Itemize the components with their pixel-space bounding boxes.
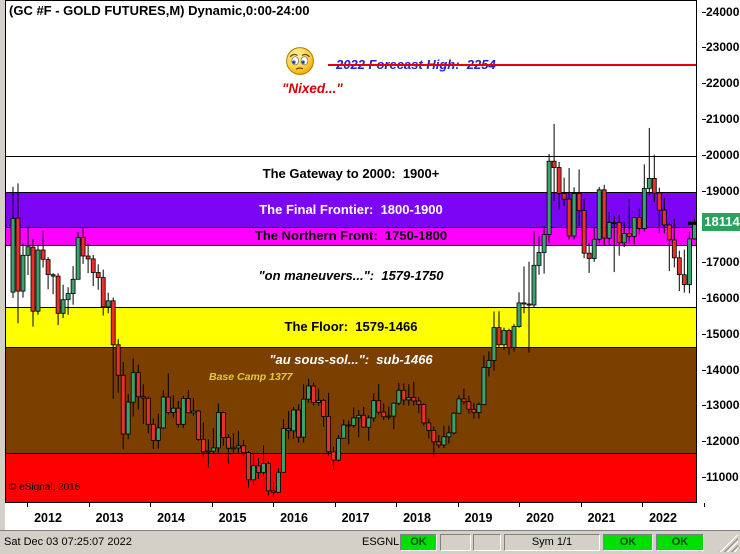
y-axis-label: 11000 bbox=[706, 470, 739, 484]
candlestick-series bbox=[10, 123, 696, 498]
zone-label-gateway: The Gateway to 2000: 1900+ bbox=[262, 165, 440, 181]
zone-label-sous-sol: "au sous-sol...": sub-1466 bbox=[269, 352, 433, 367]
feed-name-label: ESGNL: bbox=[362, 536, 403, 548]
status-panel-empty-1 bbox=[440, 534, 471, 551]
x-axis-label-2020: 2020 bbox=[526, 511, 554, 525]
y-axis-label: 23000 bbox=[706, 40, 740, 54]
x-axis-tick bbox=[396, 503, 397, 507]
status-ok-indicator-2[interactable]: OK bbox=[603, 534, 653, 551]
y-axis-label: 20000 bbox=[706, 148, 740, 162]
zone-label-floor: The Floor: 1579-1466 bbox=[284, 318, 418, 334]
y-axis-label: 17000 bbox=[706, 255, 740, 269]
x-axis-tick bbox=[457, 503, 459, 507]
y-axis-tick bbox=[702, 262, 706, 263]
zone-label-final-frontier: The Final Frontier: 1800-1900 bbox=[259, 201, 443, 217]
y-axis-tick bbox=[702, 47, 706, 48]
x-axis-label-2016: 2016 bbox=[280, 511, 308, 525]
nixed-annotation: "Nixed..." bbox=[282, 81, 343, 96]
zone-label-northern-front: The Northern Front: 1750-1800 bbox=[254, 228, 448, 244]
zone-basement bbox=[6, 452, 696, 502]
zone-floor bbox=[6, 306, 696, 347]
x-axis-tick bbox=[703, 503, 705, 507]
zone-maneuvers bbox=[6, 245, 696, 307]
y-axis-tick bbox=[702, 191, 706, 192]
chart-plot-area[interactable]: The Gateway to 2000: 1900+ The Final Fron… bbox=[5, 0, 697, 503]
y-axis-tick bbox=[702, 12, 706, 13]
x-axis-label-2022: 2022 bbox=[649, 511, 677, 525]
x-axis-label-2015: 2015 bbox=[218, 511, 247, 525]
y-axis-tick bbox=[702, 119, 706, 120]
chart-title: (GC #F - GOLD FUTURES,M) Dynamic,0:00-24… bbox=[9, 3, 310, 18]
x-axis-label-2018: 2018 bbox=[403, 511, 431, 525]
x-axis-tick bbox=[580, 503, 582, 507]
x-axis-tick bbox=[88, 503, 90, 507]
status-bar: Sat Dec 03 07:25:07 2022 ESGNL: OK Sym 1… bbox=[0, 530, 740, 554]
y-axis-tick bbox=[702, 334, 706, 335]
y-axis-label: 21000 bbox=[706, 112, 740, 126]
x-axis-label-2019: 2019 bbox=[464, 511, 493, 525]
zone-label-maneuvers: "on maneuvers...": 1579-1750 bbox=[258, 267, 444, 283]
y-axis-label: 16000 bbox=[706, 291, 740, 305]
y-axis-label: 14000 bbox=[706, 363, 740, 377]
y-axis-label: 19000 bbox=[706, 184, 740, 198]
x-axis-label-2012: 2012 bbox=[34, 511, 62, 525]
symbol-page-indicator[interactable]: Sym 1/1 bbox=[504, 534, 600, 551]
status-ok-indicator-3[interactable]: OK bbox=[656, 534, 704, 551]
x-axis-tick bbox=[642, 503, 643, 507]
y-axis-label: 13000 bbox=[706, 398, 740, 412]
y-axis-tick bbox=[702, 441, 706, 442]
y-axis-label: 24000 bbox=[706, 5, 740, 19]
window-resize-grip[interactable] bbox=[718, 534, 738, 552]
time-axis[interactable]: 2012 2013 2014 2015 2016 2017 2018 2019 2020 2021… bbox=[5, 503, 740, 530]
y-axis-tick bbox=[702, 155, 706, 156]
y-axis-label: 15000 bbox=[706, 327, 740, 341]
x-axis-tick bbox=[150, 503, 151, 507]
y-axis-tick bbox=[702, 405, 706, 406]
x-axis-label-2013: 2013 bbox=[95, 511, 124, 525]
y-axis-tick bbox=[702, 370, 706, 371]
forecast-high-line bbox=[328, 64, 696, 66]
x-axis-tick bbox=[27, 503, 28, 507]
x-axis-label-2017: 2017 bbox=[341, 511, 370, 525]
zone-gateway bbox=[6, 155, 696, 192]
last-price-badge: 18114 bbox=[702, 213, 740, 231]
x-axis-tick bbox=[519, 503, 520, 507]
zone-northern-front bbox=[6, 227, 696, 246]
y-axis-label: 12000 bbox=[706, 434, 740, 448]
base-camp-annotation: Base Camp 1377 bbox=[209, 371, 293, 383]
feed-status-indicator[interactable]: OK bbox=[400, 534, 437, 551]
embarrassed-face-emoji-icon bbox=[285, 46, 315, 76]
copyright-label: © eSignal, 2016 bbox=[9, 482, 81, 493]
x-axis-label-2021: 2021 bbox=[587, 511, 616, 525]
price-axis[interactable]: 18114 2400023000220002100020000190001800… bbox=[702, 0, 740, 530]
x-axis-label-2014: 2014 bbox=[157, 511, 185, 525]
y-axis-label: 22000 bbox=[706, 76, 740, 90]
x-axis-tick bbox=[273, 503, 274, 507]
x-axis-tick bbox=[211, 503, 213, 507]
status-timestamp: Sat Dec 03 07:25:07 2022 bbox=[4, 536, 132, 548]
y-axis-tick bbox=[702, 83, 706, 84]
y-axis-tick bbox=[702, 298, 706, 299]
y-axis-tick bbox=[702, 477, 706, 478]
x-axis-tick bbox=[334, 503, 336, 507]
status-panel-empty-2 bbox=[473, 534, 501, 551]
chart-client-area: The Gateway to 2000: 1900+ The Final Fron… bbox=[5, 0, 740, 530]
